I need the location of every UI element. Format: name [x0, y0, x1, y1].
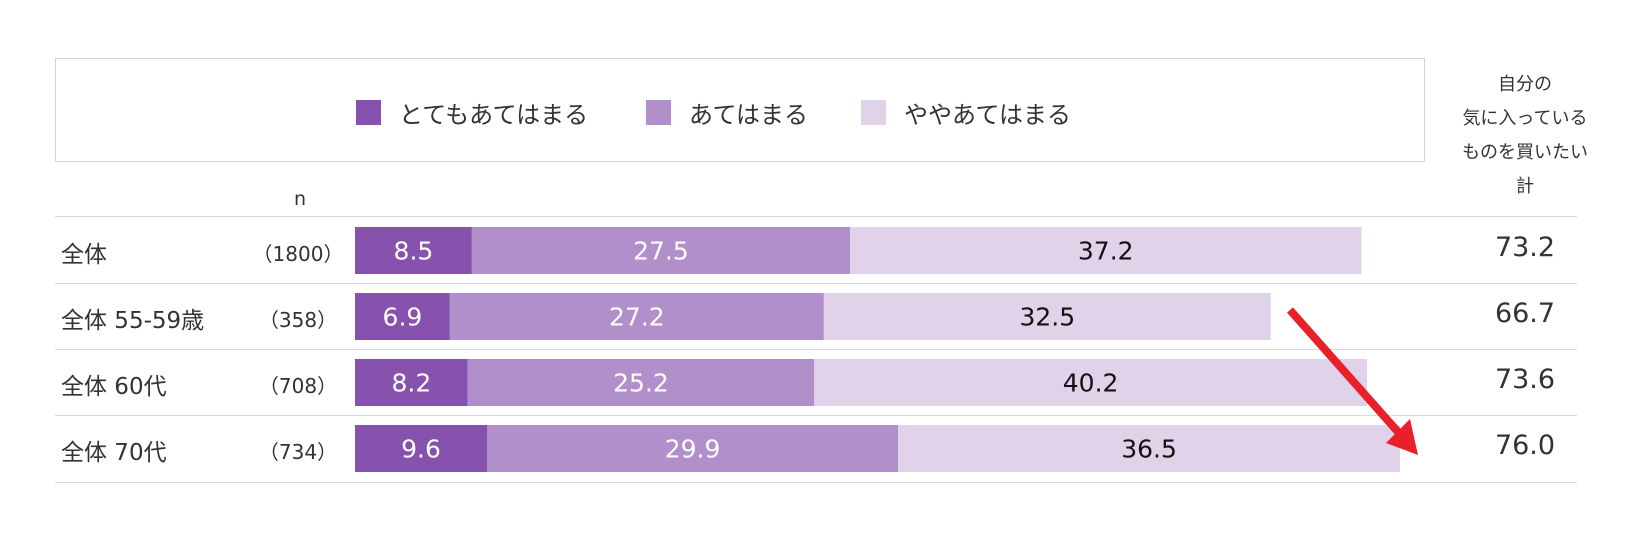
total-column-header: 自分の 気に入っている ものを買いたい 計	[1450, 68, 1600, 204]
bar-segment-series1-row0	[471, 227, 850, 274]
bar-segment-series2-row3	[898, 425, 1400, 472]
trend-arrow-head	[1386, 419, 1418, 455]
bar-segment-series2-row2	[814, 359, 1367, 406]
bar-segment-series2-row1	[823, 293, 1271, 340]
row-divider	[55, 283, 1577, 284]
bar-value-label-series2-row1: 32.5	[1019, 303, 1075, 332]
bar-value-label-series0-row1: 6.9	[383, 303, 423, 332]
bar-value-label-series2-row2: 40.2	[1063, 369, 1119, 398]
row-label-55-59: 全体 55-59歳	[61, 308, 205, 334]
legend-box: とてもあてはまる あてはまる ややあてはまる	[55, 58, 1425, 162]
row-n-all: （1800）	[252, 242, 344, 266]
row-divider	[55, 216, 1577, 217]
total-header-line-3: ものを買いたい	[1462, 142, 1588, 163]
bar-value-label-series0-row2: 8.2	[391, 369, 431, 398]
row-divider	[55, 415, 1577, 416]
legend-item-applies: あてはまる	[646, 98, 808, 129]
row-divider	[55, 482, 1577, 483]
bar-segment-series0-row1	[355, 293, 450, 340]
bar-segment-series1-row3	[487, 425, 899, 472]
legend-item-somewhat: ややあてはまる	[861, 98, 1071, 129]
bar-segment-series0-row0	[355, 227, 472, 274]
bar-value-label-series0-row0: 8.5	[394, 237, 434, 266]
bar-value-label-series1-row3: 29.9	[665, 435, 721, 464]
row-total-70s: 76.0	[1494, 430, 1556, 461]
bar-value-label-series1-row2: 25.2	[613, 369, 669, 398]
row-total-60s: 73.6	[1494, 364, 1556, 395]
bar-value-label-series1-row0: 27.5	[633, 237, 689, 266]
bar-segment-series1-row1	[449, 293, 824, 340]
bar-segment-series2-row0	[850, 227, 1362, 274]
row-label-all: 全体	[61, 242, 107, 268]
row-total-55-59: 66.7	[1494, 298, 1556, 329]
bar-value-label-series1-row1: 27.2	[609, 303, 665, 332]
legend-label-somewhat: ややあてはまる	[904, 100, 1072, 129]
bar-value-label-series2-row3: 36.5	[1121, 435, 1177, 464]
bar-value-label-series0-row3: 9.6	[401, 435, 441, 464]
bar-segment-series0-row2	[355, 359, 468, 406]
legend-swatch-somewhat	[861, 99, 886, 125]
n-column-header: n	[293, 188, 307, 210]
legend-swatch-very	[356, 99, 381, 125]
total-header-line-4: 計	[1516, 176, 1534, 197]
row-n-55-59: （358）	[258, 308, 338, 332]
row-n-70s: （734）	[258, 440, 338, 464]
bar-value-label-series2-row0: 37.2	[1078, 237, 1134, 266]
total-header-line-1: 自分の	[1498, 74, 1552, 95]
legend-item-very: とてもあてはまる	[356, 98, 588, 129]
row-total-all: 73.2	[1494, 232, 1556, 263]
bar-segment-series0-row3	[355, 425, 487, 472]
row-divider	[55, 349, 1577, 350]
legend-label-applies: あてはまる	[689, 100, 809, 129]
row-label-60s: 全体 60代	[61, 374, 167, 400]
row-n-60s: （708）	[258, 374, 338, 398]
legend-swatch-applies	[646, 99, 671, 125]
trend-arrow-shaft	[1287, 307, 1409, 444]
legend-label-very: とてもあてはまる	[399, 100, 589, 129]
row-label-70s: 全体 70代	[61, 440, 167, 466]
legend: とてもあてはまる あてはまる ややあてはまる	[56, 98, 1424, 129]
bar-segment-series1-row2	[467, 359, 815, 406]
total-header-line-2: 気に入っている	[1462, 108, 1588, 129]
